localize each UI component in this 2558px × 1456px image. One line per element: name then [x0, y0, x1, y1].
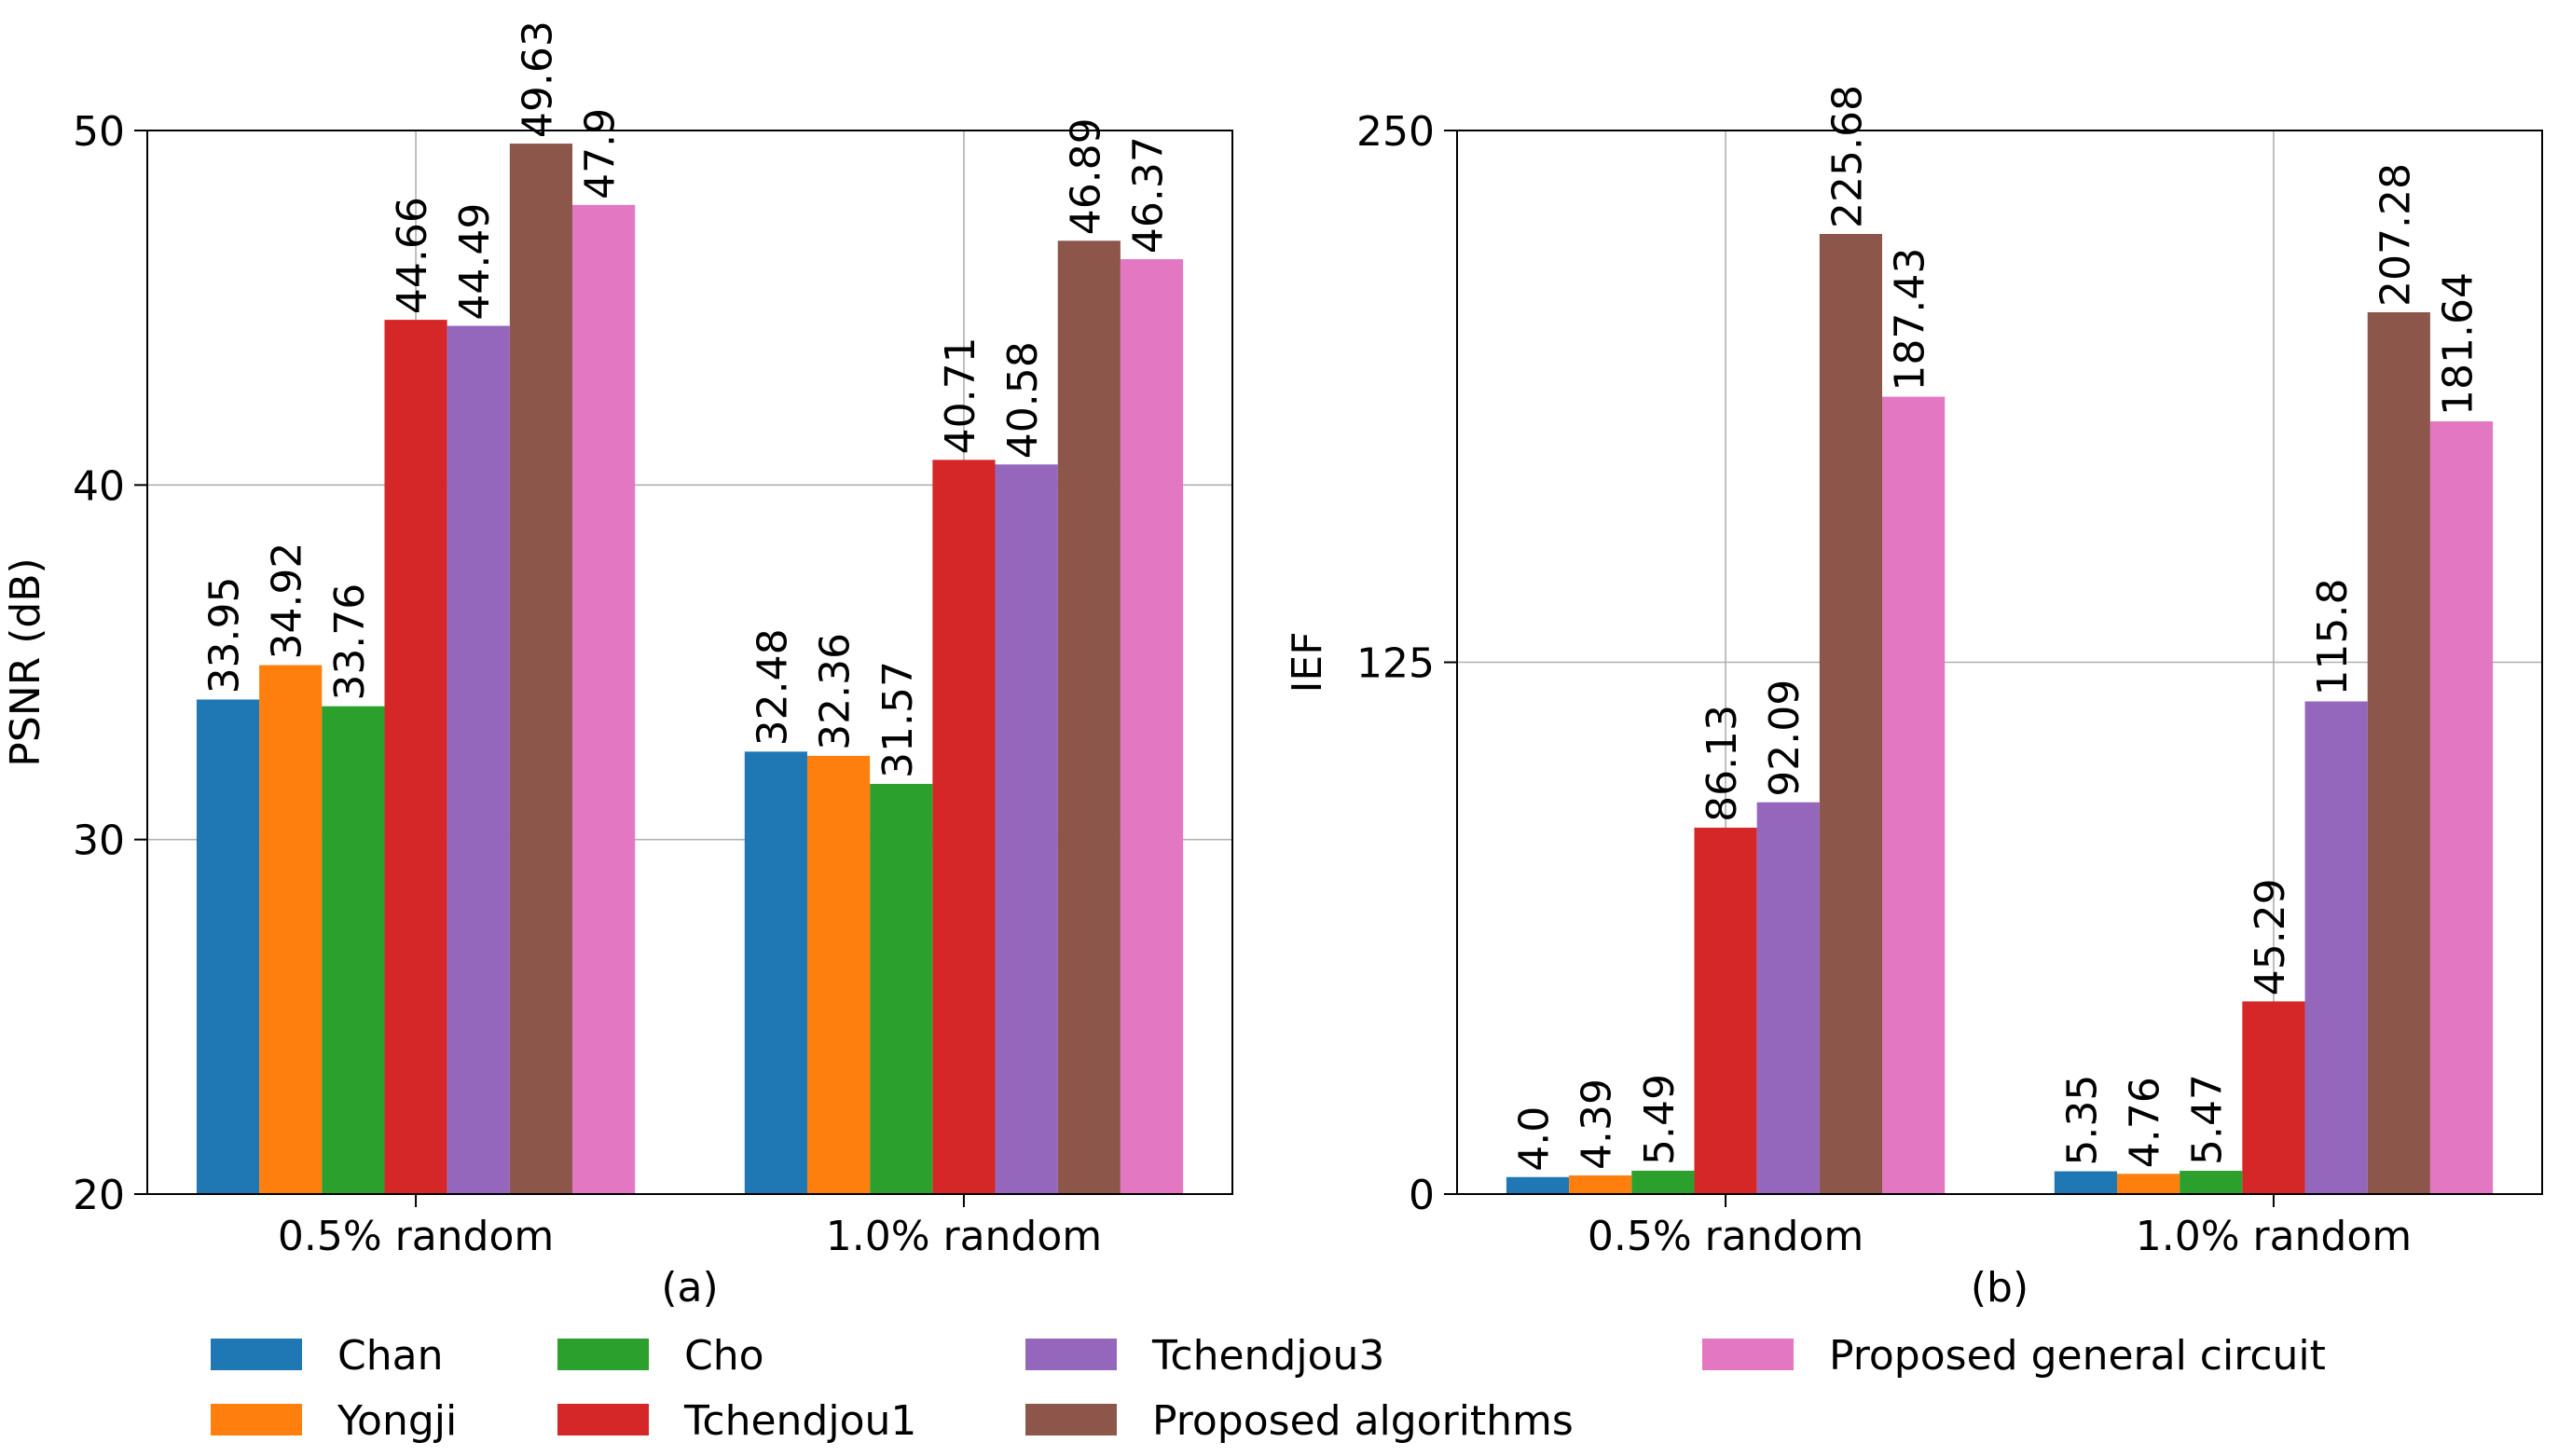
y-tick-label: 20 [73, 1172, 125, 1219]
data-label: 5.35 [2058, 1075, 2106, 1166]
bar-proposed-algorithms [2367, 311, 2430, 1194]
data-label: 181.64 [2434, 272, 2482, 416]
data-label: 86.13 [1698, 705, 1746, 822]
data-label: 32.36 [812, 633, 860, 750]
legend-label: Proposed algorithms [1152, 1397, 1574, 1445]
data-label: 40.58 [999, 341, 1047, 459]
y-tick-label: 50 [73, 108, 125, 156]
bar-yongji [2116, 1174, 2180, 1194]
bar-proposed-general-circuit [2429, 420, 2494, 1195]
x-tick-label: 0.5% random [278, 1213, 554, 1260]
data-label: 40.71 [937, 337, 984, 454]
data-label: 207.28 [2372, 163, 2419, 307]
legend-swatch [557, 1404, 649, 1435]
bar-proposed-general-circuit [1120, 259, 1184, 1194]
bar-cho [1631, 1170, 1695, 1194]
bar-tchendjou1 [384, 320, 447, 1194]
data-label: 45.29 [2247, 878, 2294, 996]
legend-swatch [1025, 1339, 1117, 1370]
y-axis-label: PSNR (dB) [2, 557, 49, 766]
data-label: 46.89 [1062, 117, 1109, 235]
y-tick-label: 0 [1409, 1172, 1435, 1219]
legend-swatch [211, 1339, 302, 1370]
legend-item: Proposed algorithms [1025, 1397, 1574, 1445]
bar-tchendjou3 [995, 464, 1058, 1194]
chart-panel-2: 4.0 5.35 4.39 4.76 5.49 5.47 86.13 45.29 92.09 11… [1284, 85, 2543, 1312]
legend-swatch [1702, 1339, 1794, 1370]
data-label: 5.49 [1636, 1074, 1684, 1165]
data-label: 5.47 [2184, 1074, 2232, 1165]
y-tick-label: 30 [73, 817, 125, 865]
y-tick-label: 125 [1356, 640, 1435, 688]
bar-chan [2054, 1171, 2117, 1194]
x-tick-label: 1.0% random [826, 1213, 1102, 1260]
y-tick-label: 40 [73, 462, 125, 510]
bar-chan [744, 751, 807, 1194]
data-label: 44.49 [451, 203, 499, 321]
data-label: 31.57 [874, 661, 922, 778]
bar-proposed-algorithms [1057, 240, 1121, 1194]
bar-tchendjou1 [2242, 1001, 2305, 1194]
bar-tchendjou3 [447, 325, 510, 1194]
bar-proposed-algorithms [509, 144, 573, 1195]
x-tick-label: 1.0% random [2136, 1213, 2412, 1260]
data-label: 49.63 [514, 21, 561, 138]
legend-label: Tchendjou1 [683, 1397, 916, 1445]
data-label: 115.8 [2309, 579, 2357, 696]
legend-item: Yongji [211, 1397, 457, 1445]
y-tick-label: 250 [1356, 108, 1435, 156]
legend-item: Proposed general circuit [1702, 1332, 2326, 1380]
legend-item: Tchendjou3 [1025, 1332, 1384, 1380]
plot-frame [146, 130, 1233, 1195]
bar-chan [196, 699, 260, 1194]
y-axis-label: IEF [1284, 631, 1331, 693]
bar-yongji [806, 755, 871, 1194]
data-label: 46.37 [1124, 136, 1172, 254]
data-label: 4.0 [1511, 1106, 1559, 1172]
panel-label: (a) [661, 1264, 718, 1312]
bar-tchendjou1 [932, 460, 996, 1194]
bar-tchendjou3 [2304, 701, 2368, 1194]
data-label: 4.76 [2122, 1077, 2169, 1168]
bar-tchendjou1 [1694, 827, 1757, 1194]
data-label: 33.76 [326, 584, 374, 701]
legend-item: Cho [557, 1332, 764, 1380]
data-label: 44.66 [389, 197, 436, 314]
chart-panel-1: 33.95 32.48 34.92 32.36 33.76 31.57 44.66 40.71… [2, 21, 1233, 1312]
legend-label: Proposed general circuit [1829, 1332, 2326, 1380]
legend-swatch [211, 1404, 302, 1435]
data-label: 32.48 [749, 628, 796, 746]
data-label: 47.9 [577, 108, 625, 199]
legend-label: Yongji [337, 1397, 457, 1445]
data-label: 225.68 [1823, 85, 1871, 228]
x-tick-label: 0.5% random [1588, 1213, 1863, 1260]
bar-chan [1506, 1176, 1570, 1194]
data-label: 33.95 [201, 576, 249, 694]
legend: Chan Yongji Cho Tchendjou1 Tchendjou3 Propose… [211, 1332, 2326, 1445]
data-label: 92.09 [1761, 680, 1808, 797]
panel-label: (b) [1971, 1264, 2029, 1312]
data-label: 34.92 [264, 543, 311, 660]
legend-label: Cho [684, 1332, 764, 1380]
data-label: 187.43 [1887, 248, 1934, 391]
bar-proposed-general-circuit [1882, 396, 1946, 1195]
bar-proposed-algorithms [1819, 233, 1883, 1195]
data-label: 4.39 [1574, 1078, 1621, 1170]
bar-yongji [1569, 1174, 1632, 1194]
legend-label: Tchendjou3 [1151, 1332, 1384, 1380]
bar-tchendjou3 [1756, 802, 1820, 1194]
legend-label: Chan [337, 1332, 443, 1380]
bar-cho [322, 706, 385, 1194]
legend-item: Chan [211, 1332, 443, 1380]
bar-cho [2180, 1171, 2243, 1194]
bar-cho [870, 783, 933, 1194]
bar-proposed-general-circuit [572, 204, 636, 1194]
bar-yongji [259, 665, 323, 1194]
legend-item: Tchendjou1 [557, 1397, 916, 1445]
legend-swatch [557, 1339, 649, 1370]
legend-swatch [1025, 1404, 1117, 1435]
